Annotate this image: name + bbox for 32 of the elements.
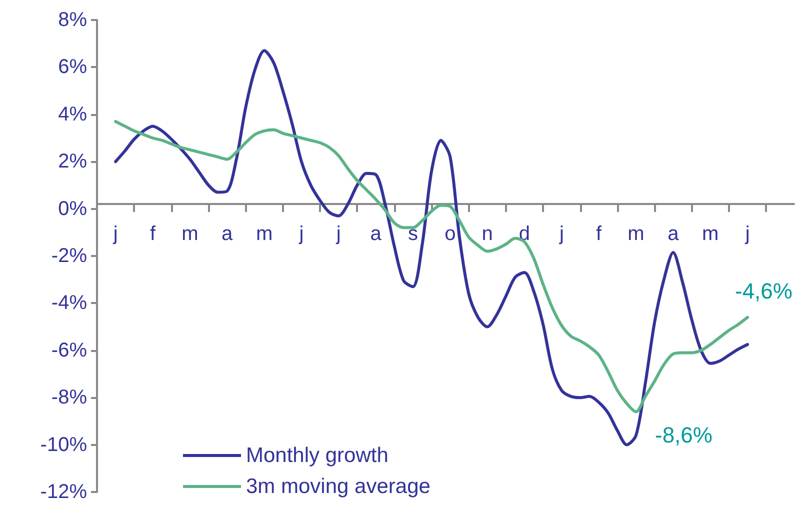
x-tick-label: s [408, 223, 418, 245]
x-tick-label: j [112, 223, 118, 245]
x-tick-label: j [335, 223, 341, 245]
y-tick-label: 4% [58, 103, 88, 126]
x-tick-label: f [150, 223, 156, 245]
annotation: -8,6% [655, 422, 712, 448]
y-tick-label: 0% [58, 198, 88, 220]
x-tick-label: j [298, 223, 304, 245]
x-tick-label: a [668, 223, 680, 245]
x-tick-label: a [222, 223, 234, 245]
legend-label: Monthly growth [246, 444, 388, 467]
x-tick-label: n [482, 223, 493, 245]
x-tick-label: a [370, 223, 382, 245]
x-tick-label: j [744, 223, 750, 245]
y-tick-label: 6% [58, 56, 88, 78]
x-tick-label: m [702, 223, 719, 245]
y-tick-label: 2% [58, 150, 88, 173]
y-tick-label: -6% [51, 339, 88, 362]
x-tick-label: f [596, 223, 602, 245]
y-tick-label: -2% [51, 245, 88, 267]
x-tick-label: m [256, 223, 273, 245]
annotation: -4,6% [735, 278, 792, 304]
y-tick-label: -10% [40, 434, 88, 456]
x-tick-label: o [444, 223, 456, 245]
y-tick-label: -12% [40, 481, 88, 503]
legend-label: 3m moving average [246, 475, 430, 498]
x-tick-label: j [558, 223, 564, 245]
x-tick-label: m [628, 223, 644, 245]
y-tick-label: 8% [58, 9, 88, 31]
y-tick-label: -4% [51, 292, 88, 314]
y-tick-label: -8% [51, 386, 88, 409]
x-tick-label: m [182, 223, 198, 245]
